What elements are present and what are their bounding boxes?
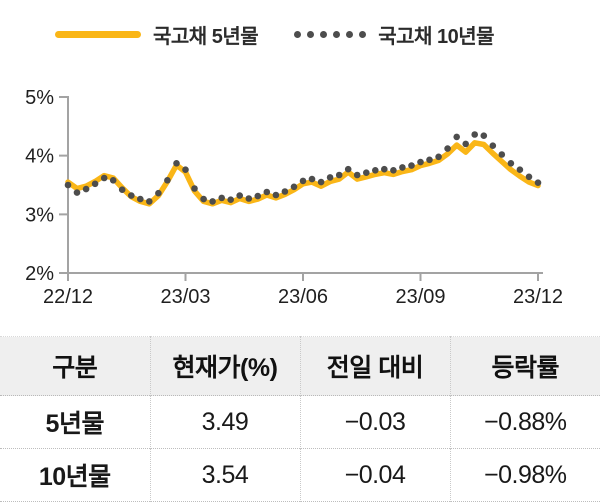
series-dot-10y xyxy=(227,196,234,203)
series-dot-10y xyxy=(118,186,126,193)
series-dot-10y xyxy=(444,145,451,152)
legend-dots-swatch-10y-icon xyxy=(294,30,367,38)
table-header-pct: 등락률 xyxy=(449,336,600,396)
series-dot-10y xyxy=(64,181,72,189)
series-dot-10y xyxy=(245,195,253,202)
series-dot-10y xyxy=(209,198,216,205)
series-dot-10y xyxy=(326,174,334,181)
series-line-5y xyxy=(65,140,541,207)
series-dot-10y xyxy=(173,160,180,167)
series-dot-10y xyxy=(182,166,189,173)
series-dot-10y xyxy=(236,192,243,199)
series-dot-10y xyxy=(308,175,316,183)
series-dot-10y xyxy=(155,189,162,197)
row-change-5y: −0.03 xyxy=(299,395,450,449)
bond-table: 구분 현재가(%) 전일 대비 등락률 5년물 3.49 −0.03 −0.88… xyxy=(0,336,600,502)
row-pct-5y: −0.88% xyxy=(449,395,600,449)
series-dot-10y xyxy=(480,132,488,139)
series-dot-10y xyxy=(200,195,207,203)
chart-axis xyxy=(59,96,543,281)
series-dot-10y xyxy=(399,164,406,171)
series-dot-10y xyxy=(317,178,325,186)
series-dot-10y xyxy=(462,140,470,148)
series-dot-10y xyxy=(363,169,370,176)
row-pct-10y: −0.98% xyxy=(449,448,600,502)
series-dot-10y xyxy=(272,191,280,199)
series-dot-10y xyxy=(73,189,81,196)
table-row-5y: 5년물 3.49 −0.03 −0.88% xyxy=(0,395,600,449)
legend-item-10y: 국고채 10년물 xyxy=(294,20,494,49)
row-label-5y: 5년물 xyxy=(45,410,105,438)
legend-label-10y: 국고채 10년물 xyxy=(378,25,494,48)
series-dot-10y xyxy=(281,188,289,195)
table-header-change: 전일 대비 xyxy=(299,336,450,396)
series-dot-10y xyxy=(82,185,90,193)
series-dot-10y xyxy=(353,171,361,179)
series-dot-10y xyxy=(435,153,442,161)
series-dot-10y xyxy=(525,173,533,181)
legend-line-swatch-5y-icon xyxy=(55,30,141,38)
bond-yield-chart: 5% 4% 3% 2%22/12 23/03 23/06 23/09 23/12 xyxy=(25,87,563,308)
table-row-10y: 10년물 3.54 −0.04 −0.98% xyxy=(0,448,600,502)
series-dot-10y xyxy=(471,131,479,138)
row-change-10y: −0.04 xyxy=(299,448,450,502)
series-dot-10y xyxy=(191,185,198,192)
series-dot-10y xyxy=(489,142,497,149)
y-axis-label: 4% xyxy=(25,146,54,168)
series-dot-10y xyxy=(390,167,397,174)
x-axis-label: 23/12 xyxy=(513,286,563,308)
series-dot-10y xyxy=(453,133,461,141)
series-dot-10y xyxy=(299,177,307,185)
series-dot-10y xyxy=(164,177,171,184)
x-axis-label: 23/06 xyxy=(278,286,328,308)
series-dot-10y xyxy=(335,171,343,179)
table-header-category: 구분 xyxy=(52,354,98,382)
y-axis-label: 2% xyxy=(25,263,54,285)
series-dot-10y xyxy=(381,165,388,173)
series-dot-10y xyxy=(290,183,298,191)
series-dot-10y xyxy=(417,158,424,166)
legend-item-5y: 국고채 5년물 xyxy=(55,20,259,49)
legend-label-5y: 국고채 5년물 xyxy=(153,25,259,48)
row-price-10y: 3.54 xyxy=(149,448,300,502)
row-price-5y: 3.49 xyxy=(149,395,300,449)
series-dot-10y xyxy=(263,188,271,196)
series-dot-10y xyxy=(218,194,225,202)
series-dot-10y xyxy=(498,151,506,158)
series-dot-10y xyxy=(516,166,524,173)
series-dot-10y xyxy=(137,195,144,203)
table-header-price: 현재가(%) xyxy=(149,336,300,396)
series-dot-10y xyxy=(109,177,117,184)
table-header-row: 구분 현재가(%) 전일 대비 등락률 xyxy=(0,336,600,396)
series-dot-10y xyxy=(128,192,135,199)
x-axis-label: 22/12 xyxy=(43,286,93,308)
row-label-10y: 10년물 xyxy=(38,463,111,491)
series-dot-10y xyxy=(372,167,379,174)
y-axis-label: 3% xyxy=(25,204,54,226)
y-axis-label: 5% xyxy=(25,87,54,109)
series-dot-10y xyxy=(534,179,542,186)
x-axis-label: 23/09 xyxy=(395,286,445,308)
series-dot-10y xyxy=(100,174,108,182)
series-dot-10y xyxy=(344,165,352,173)
series-dot-10y xyxy=(146,198,153,205)
series-dot-10y xyxy=(408,162,415,169)
series-dot-10y xyxy=(91,180,99,188)
series-dot-10y xyxy=(426,156,433,164)
chart-legend: 국고채 5년물 국고채 10년물 xyxy=(55,20,494,48)
x-axis-label: 23/03 xyxy=(160,286,210,308)
series-dot-10y xyxy=(254,192,262,200)
series-dot-10y xyxy=(507,160,515,167)
